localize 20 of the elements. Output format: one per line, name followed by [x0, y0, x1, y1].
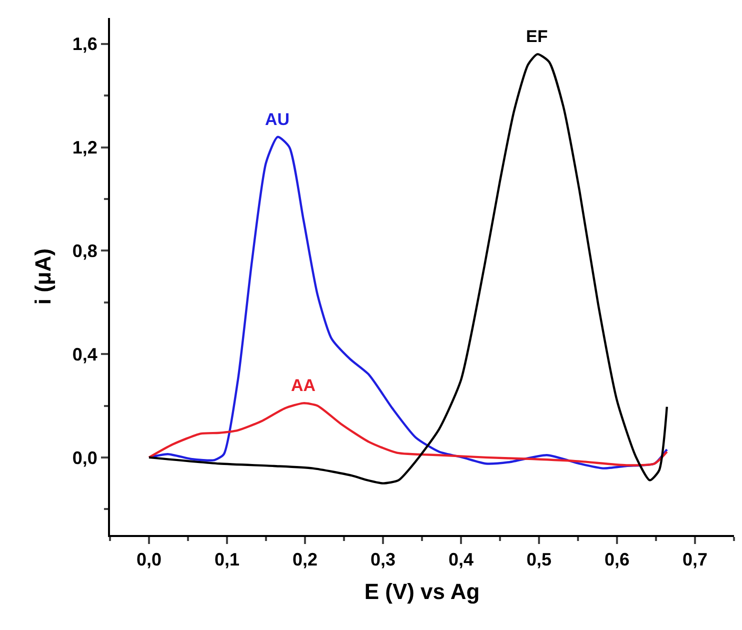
- x-tick-label: 0,2: [292, 550, 318, 570]
- x-tick-label: 0,5: [526, 550, 552, 570]
- series-label: AA: [291, 376, 316, 395]
- y-tick-label: 1,6: [72, 34, 98, 54]
- y-tick-label: 0,8: [72, 240, 98, 261]
- x-tick-label: 0,3: [370, 550, 396, 570]
- y-axis-title: i (μA): [30, 248, 56, 305]
- x-tick-label: 0,4: [448, 550, 474, 570]
- x-tick-label: 0,7: [682, 550, 708, 570]
- y-tick-label: 1,2: [72, 138, 98, 158]
- series-label: AU: [265, 110, 290, 129]
- line-series: [148, 53, 668, 484]
- x-tick-label: 0,6: [604, 550, 630, 570]
- series-label: EF: [526, 27, 548, 46]
- x-tick-label: 0,1: [214, 550, 240, 570]
- x-axis-title: E (V) vs Ag: [364, 579, 480, 604]
- y-tick-label: 0,0: [72, 448, 98, 468]
- y-tick-label: 0,4: [72, 344, 98, 364]
- x-tick-label: 0,0: [136, 550, 162, 570]
- line-series: [148, 402, 668, 466]
